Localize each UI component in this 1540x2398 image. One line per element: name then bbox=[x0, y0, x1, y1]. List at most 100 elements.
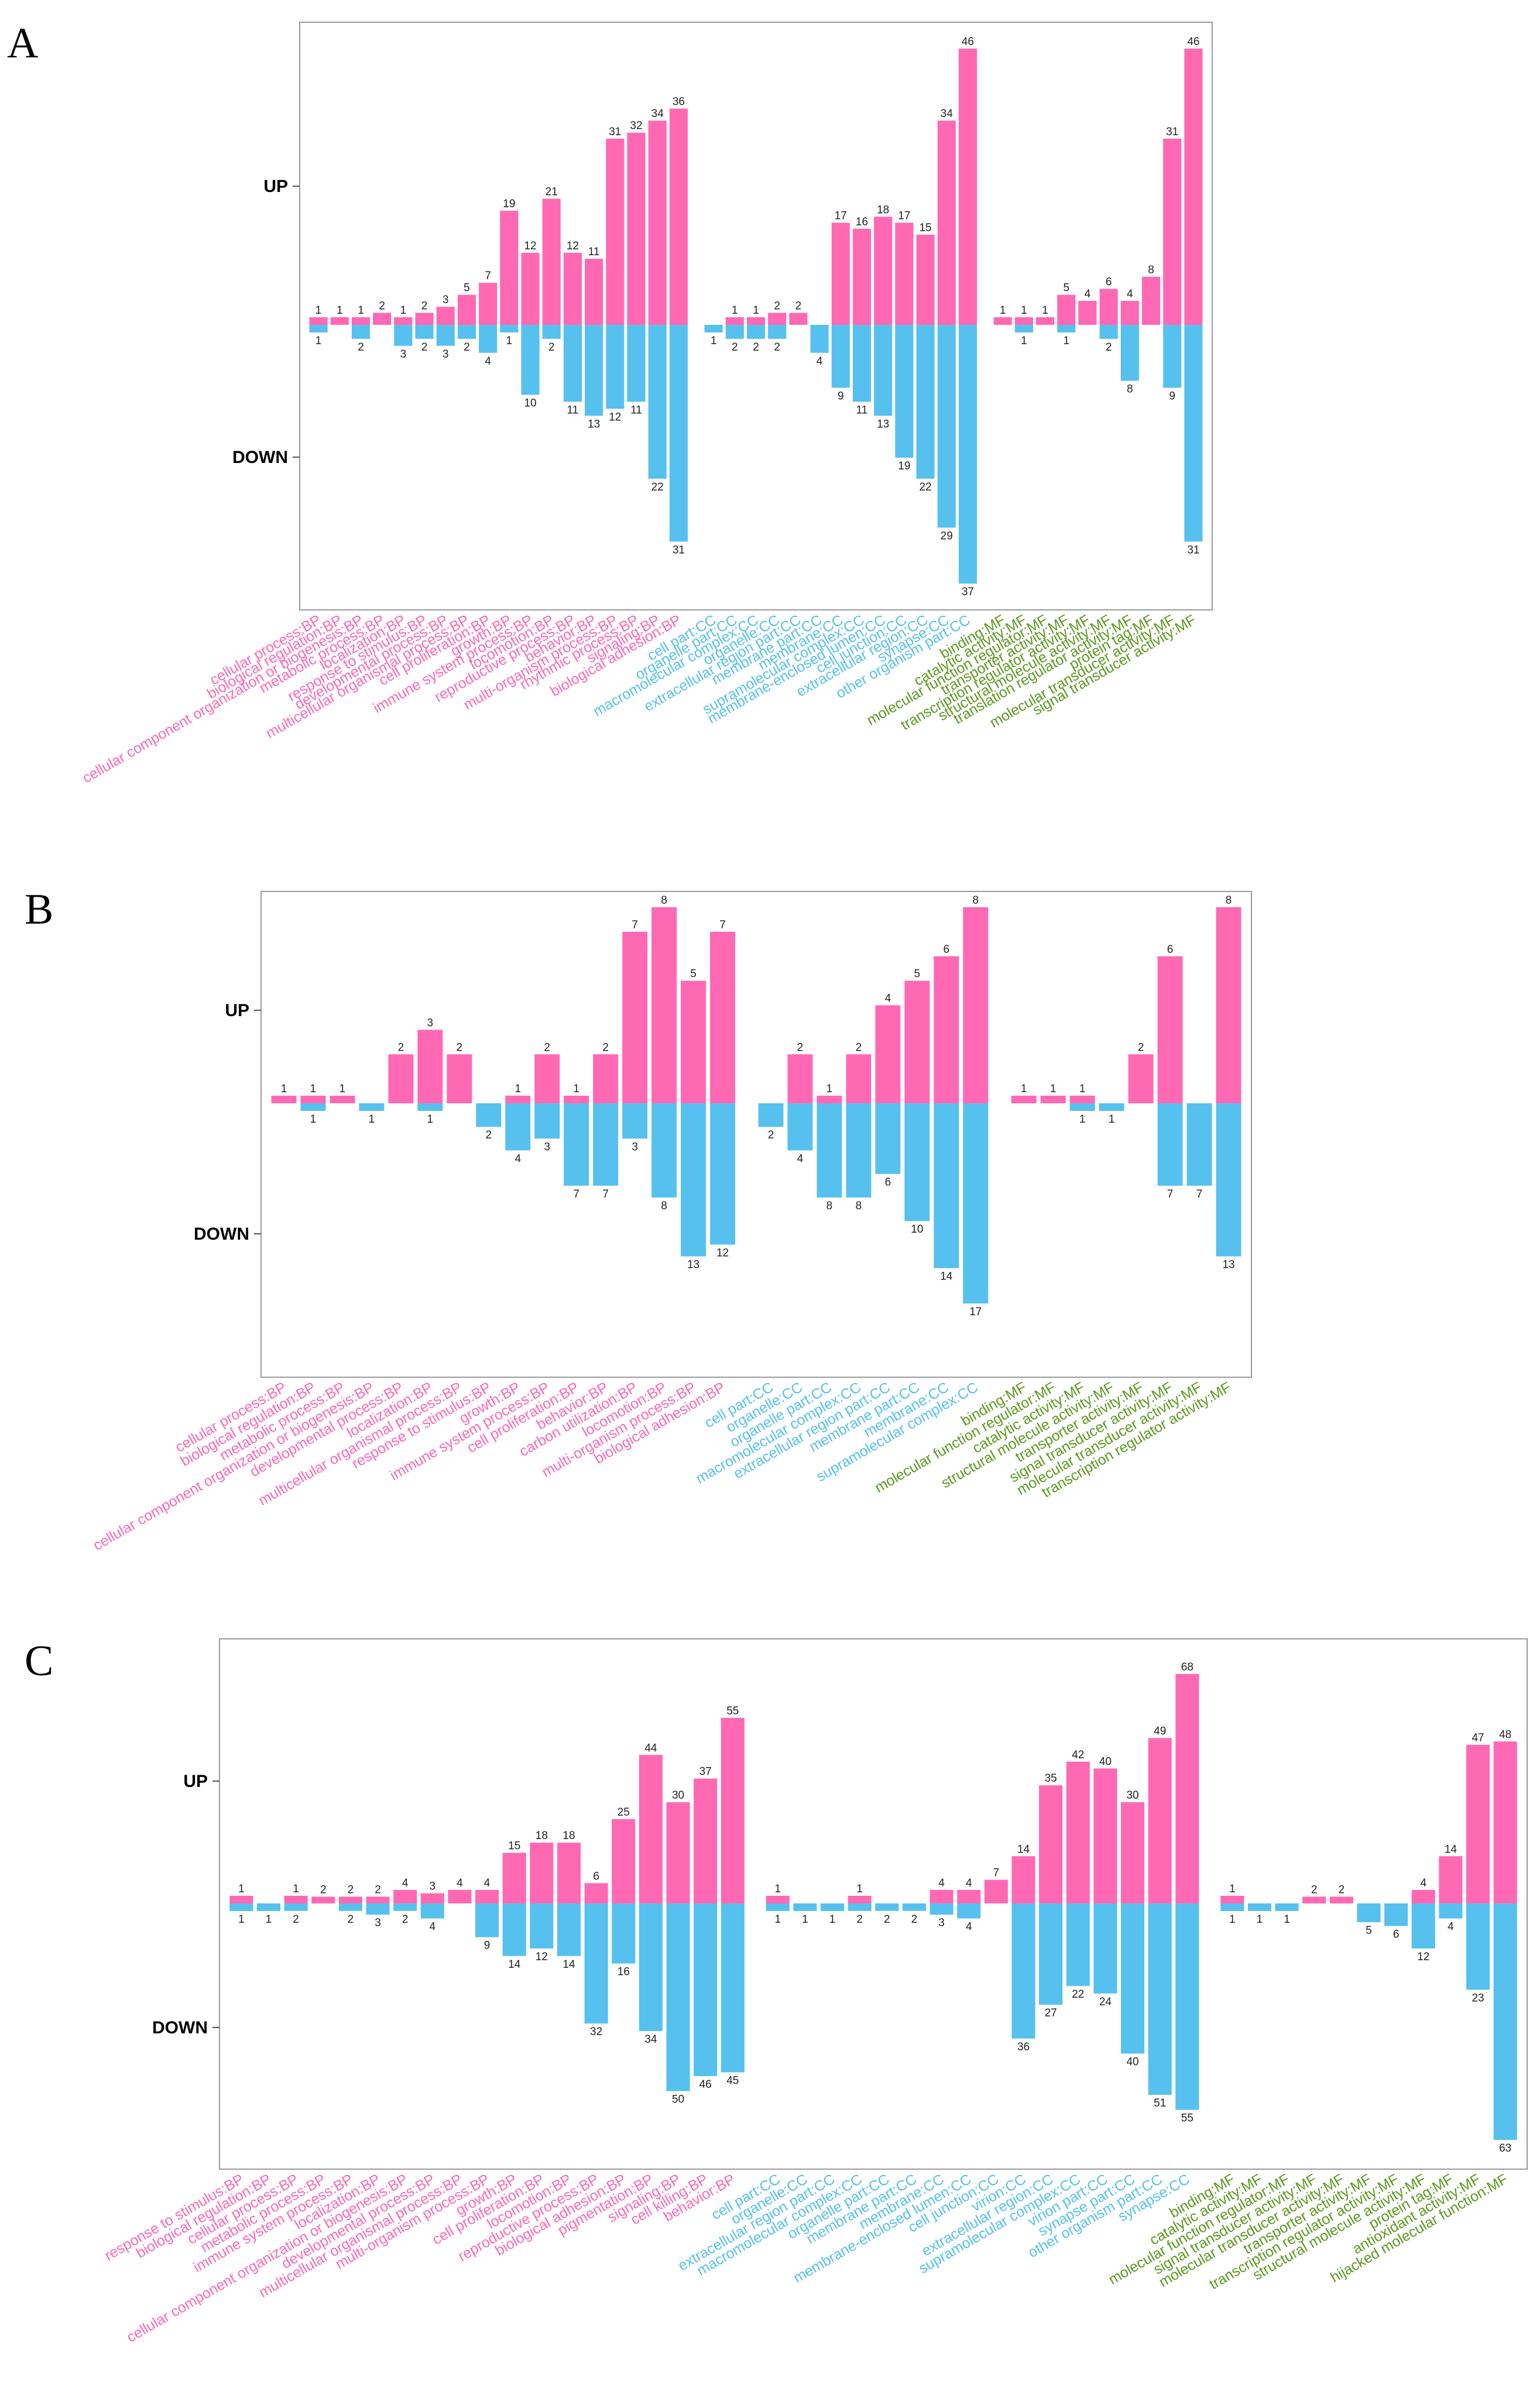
data-label-up: 4 bbox=[484, 1877, 491, 1889]
bar-down bbox=[585, 325, 603, 416]
data-label-up: 30 bbox=[672, 1789, 684, 1802]
bar-up bbox=[612, 1819, 636, 1903]
data-label-down: 1 bbox=[1229, 1913, 1236, 1926]
data-label-up: 2 bbox=[544, 1041, 550, 1054]
data-label-up: 1 bbox=[339, 1083, 346, 1095]
data-label-down: 4 bbox=[485, 355, 491, 368]
data-label-up: 1 bbox=[337, 304, 343, 317]
bar-up bbox=[648, 121, 667, 325]
bar-up bbox=[963, 907, 989, 1103]
bar-down bbox=[1247, 1903, 1271, 1911]
data-label-down: 9 bbox=[484, 1940, 491, 1952]
bar-up bbox=[1066, 1761, 1090, 1903]
data-label-down: 3 bbox=[544, 1141, 550, 1153]
bar-down bbox=[848, 1903, 872, 1911]
bar-up bbox=[420, 1893, 444, 1903]
data-label-up: 8 bbox=[661, 894, 667, 907]
bar-up bbox=[710, 931, 736, 1103]
bar-down bbox=[831, 325, 850, 388]
bar-down bbox=[1011, 1903, 1035, 2039]
bar-up bbox=[502, 1852, 526, 1903]
data-label-down: 1 bbox=[1063, 335, 1069, 347]
panel-letter: A bbox=[7, 19, 38, 67]
data-label-down: 3 bbox=[375, 1917, 381, 1929]
data-label-up: 2 bbox=[1138, 1041, 1144, 1054]
data-label-up: 3 bbox=[443, 294, 449, 306]
data-label-up: 34 bbox=[941, 108, 954, 120]
bar-down bbox=[820, 1903, 845, 1911]
data-label-up: 11 bbox=[588, 246, 600, 258]
data-label-up: 1 bbox=[310, 1083, 317, 1095]
data-label-down: 2 bbox=[464, 341, 470, 354]
bar-up bbox=[1039, 1785, 1063, 1903]
bar-down bbox=[1121, 1903, 1145, 2054]
bar-down bbox=[1157, 1103, 1183, 1186]
data-label-up: 14 bbox=[1017, 1843, 1030, 1855]
bar-up bbox=[1141, 276, 1161, 325]
bar-up bbox=[746, 317, 766, 325]
data-label-up: 8 bbox=[1148, 264, 1154, 276]
bar-up bbox=[521, 252, 540, 325]
data-label-down: 12 bbox=[716, 1247, 729, 1259]
bar-down bbox=[606, 325, 625, 409]
bar-down bbox=[1148, 1903, 1172, 2095]
data-label-up: 6 bbox=[1167, 944, 1174, 956]
data-label-up: 1 bbox=[293, 1883, 299, 1895]
data-label-down: 2 bbox=[753, 341, 759, 354]
data-label-down: 7 bbox=[573, 1188, 579, 1200]
data-label-down: 1 bbox=[1079, 1113, 1086, 1126]
bar-down bbox=[502, 1903, 526, 1956]
bar-up bbox=[448, 1889, 472, 1903]
data-label-down: 37 bbox=[962, 586, 974, 598]
data-label-up: 3 bbox=[427, 1017, 434, 1029]
bar-down bbox=[958, 325, 977, 584]
bar-up bbox=[457, 294, 476, 325]
bar-up bbox=[447, 1054, 472, 1103]
bar-down bbox=[746, 325, 766, 339]
bar-down bbox=[584, 1903, 608, 2024]
bar-up bbox=[1411, 1889, 1435, 1903]
data-label-down: 11 bbox=[630, 404, 642, 416]
bar-down bbox=[1163, 325, 1182, 388]
data-label-down: 1 bbox=[369, 1113, 375, 1126]
data-label-down: 1 bbox=[1109, 1113, 1115, 1126]
bar-down bbox=[415, 325, 434, 339]
bar-up bbox=[958, 49, 977, 325]
bar-up bbox=[768, 313, 787, 325]
bar-down bbox=[846, 1103, 872, 1198]
data-label-up: 7 bbox=[632, 919, 638, 931]
bar-up bbox=[934, 956, 959, 1103]
y-tick-label-up: UP bbox=[183, 1772, 208, 1791]
data-label-up: 4 bbox=[938, 1877, 945, 1889]
bar-down bbox=[1057, 325, 1076, 332]
bar-up bbox=[916, 235, 935, 325]
bar-up bbox=[366, 1896, 390, 1903]
bar-down bbox=[500, 325, 519, 332]
data-label-up: 15 bbox=[508, 1840, 520, 1852]
bar-up bbox=[937, 121, 956, 325]
plot-frame bbox=[219, 1638, 1528, 2170]
bar-up bbox=[300, 1096, 326, 1103]
bar-down bbox=[934, 1103, 959, 1268]
data-label-down: 36 bbox=[1017, 2041, 1030, 2053]
data-label-down: 10 bbox=[911, 1223, 923, 1236]
bar-up bbox=[606, 138, 625, 325]
bar-down bbox=[366, 1903, 390, 1915]
bar-up bbox=[1302, 1896, 1326, 1903]
bar-up bbox=[284, 1896, 308, 1903]
data-label-down: 2 bbox=[293, 1913, 299, 1926]
data-label-up: 2 bbox=[379, 300, 385, 312]
data-label-down: 55 bbox=[1181, 2112, 1193, 2125]
bar-down bbox=[681, 1103, 706, 1257]
bar-down bbox=[666, 1903, 690, 2091]
data-label-up: 2 bbox=[1311, 1884, 1318, 1896]
data-label-up: 17 bbox=[835, 210, 847, 222]
bar-down bbox=[1186, 1103, 1212, 1186]
bar-down bbox=[627, 325, 646, 402]
bar-down bbox=[957, 1903, 981, 1919]
data-label-down: 1 bbox=[829, 1913, 836, 1926]
data-label-up: 2 bbox=[320, 1884, 327, 1896]
data-label-up: 4 bbox=[1085, 288, 1091, 300]
bar-down bbox=[930, 1903, 954, 1915]
